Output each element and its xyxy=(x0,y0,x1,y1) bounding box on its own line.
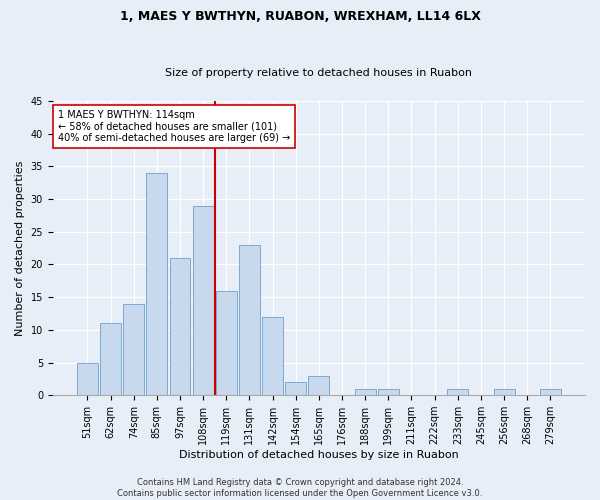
Bar xyxy=(100,324,121,395)
Bar xyxy=(355,388,376,395)
Bar xyxy=(262,317,283,395)
Text: Contains HM Land Registry data © Crown copyright and database right 2024.
Contai: Contains HM Land Registry data © Crown c… xyxy=(118,478,482,498)
Bar xyxy=(123,304,144,395)
Title: Size of property relative to detached houses in Ruabon: Size of property relative to detached ho… xyxy=(166,68,472,78)
Text: 1, MAES Y BWTHYN, RUABON, WREXHAM, LL14 6LX: 1, MAES Y BWTHYN, RUABON, WREXHAM, LL14 … xyxy=(119,10,481,23)
Bar xyxy=(448,388,468,395)
Y-axis label: Number of detached properties: Number of detached properties xyxy=(15,160,25,336)
Bar xyxy=(308,376,329,395)
Bar xyxy=(494,388,515,395)
Bar xyxy=(239,245,260,395)
Text: 1 MAES Y BWTHYN: 114sqm
← 58% of detached houses are smaller (101)
40% of semi-d: 1 MAES Y BWTHYN: 114sqm ← 58% of detache… xyxy=(58,110,290,143)
Bar xyxy=(286,382,306,395)
Bar xyxy=(146,173,167,395)
X-axis label: Distribution of detached houses by size in Ruabon: Distribution of detached houses by size … xyxy=(179,450,459,460)
Bar xyxy=(170,258,190,395)
Bar xyxy=(77,362,98,395)
Bar xyxy=(540,388,561,395)
Bar xyxy=(378,388,399,395)
Bar xyxy=(193,206,214,395)
Bar xyxy=(216,290,237,395)
